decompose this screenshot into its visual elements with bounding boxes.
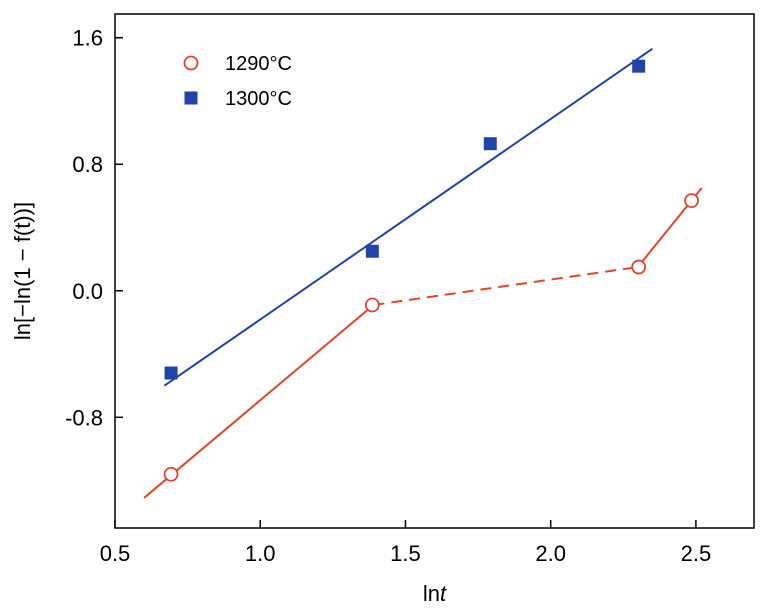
data-points [163, 59, 699, 482]
x-axis-label: lnt [423, 581, 447, 606]
series-1-fit-line [373, 266, 638, 306]
x-tick-label: 1.0 [245, 541, 276, 566]
series-2-fit-line [163, 47, 653, 387]
y-tick-label: -0.8 [65, 405, 103, 430]
x-tick-label: 0.5 [100, 541, 131, 566]
legend-label: 1290°C [225, 53, 292, 75]
series-2-point [632, 59, 646, 73]
plot-area-frame [114, 13, 755, 529]
y-tick-label: 0.0 [72, 279, 103, 304]
y-tick-label: 0.8 [72, 152, 103, 177]
axis-ticks [114, 36, 697, 528]
series-2-point [365, 244, 379, 258]
x-axis-label-text: ln [423, 581, 440, 606]
legend-marker-square [184, 91, 198, 105]
series-1-point [684, 193, 699, 209]
fit-lines [143, 47, 703, 499]
x-tick-label: 2.5 [681, 541, 712, 566]
x-tick-label: 1.5 [390, 541, 421, 566]
y-tick-label: 1.6 [72, 26, 103, 51]
axis-tick-labels: 0.5 1.0 1.5 2.0 2.5 -0.8 0.0 0.8 1.6 [65, 26, 711, 566]
x-tick-label: 2.0 [535, 541, 566, 566]
x-axis-label-variable: t [440, 581, 447, 606]
series-2-point [483, 137, 497, 151]
series-1-point [163, 466, 179, 482]
legend-label: 1300°C [225, 88, 292, 110]
legend: 1290°C 1300°C [183, 53, 292, 110]
series-1-point [631, 259, 647, 275]
series-1-fit-line [143, 304, 375, 499]
y-axis-label: ln[−ln(1 − f(t))] [10, 202, 35, 340]
series-2-point [164, 366, 178, 380]
legend-marker-circle [183, 55, 199, 71]
series-1-point [364, 297, 380, 313]
